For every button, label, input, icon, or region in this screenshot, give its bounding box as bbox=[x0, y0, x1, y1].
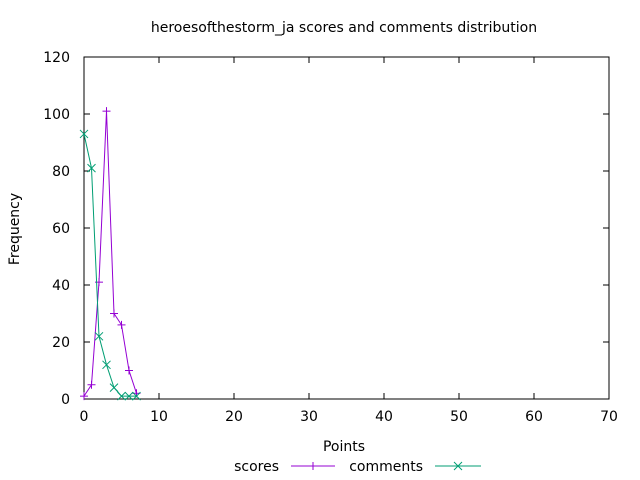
marker-stroke bbox=[132, 391, 141, 401]
marker-stroke bbox=[109, 383, 119, 392]
marker-stroke bbox=[453, 461, 463, 471]
y-tick-label: 20 bbox=[52, 335, 70, 351]
x-tick-label: 0 bbox=[80, 409, 89, 425]
marker-stroke bbox=[117, 391, 126, 401]
y-tick-label: 80 bbox=[52, 164, 70, 180]
marker-stroke bbox=[102, 360, 111, 370]
marker-stroke bbox=[87, 163, 96, 173]
x-tick-label: 30 bbox=[300, 409, 318, 425]
data-point-comments bbox=[109, 383, 119, 392]
x-axis-label: Points bbox=[323, 439, 365, 455]
data-point-comments bbox=[124, 391, 134, 401]
marker-stroke bbox=[94, 331, 104, 341]
series-line-scores bbox=[83, 111, 137, 397]
x-tick-label: 20 bbox=[225, 409, 243, 425]
y-tick-label: 120 bbox=[43, 50, 70, 66]
legend-label-comments: comments bbox=[349, 459, 423, 475]
x-tick-label: 70 bbox=[600, 409, 618, 425]
marker-stroke bbox=[79, 129, 89, 139]
y-axis-label: Frequency bbox=[7, 193, 23, 265]
data-point-scores bbox=[87, 380, 96, 389]
data-point-comments bbox=[79, 129, 89, 139]
axes: 0 10 20 30 40 50 60 70 0 20 40 60 80 100 120 bbox=[43, 50, 618, 425]
data-point-scores bbox=[125, 366, 133, 375]
y-tick-label: 0 bbox=[61, 392, 70, 408]
y-tick-label: 60 bbox=[52, 221, 70, 237]
data-point-comments bbox=[94, 331, 104, 341]
plot-frame bbox=[83, 56, 610, 400]
data-point-scores bbox=[110, 309, 118, 318]
data-point-comments bbox=[117, 391, 126, 401]
marker-stroke bbox=[124, 391, 134, 401]
legend-marker-comments bbox=[453, 461, 463, 471]
data-point-comments bbox=[132, 391, 141, 401]
chart-title: heroesofthestorm_ja scores and comments … bbox=[151, 20, 537, 36]
y-tick-label: 40 bbox=[52, 278, 70, 294]
legend-marker-scores bbox=[309, 462, 317, 470]
data-point-scores bbox=[117, 320, 126, 329]
x-tick-label: 50 bbox=[450, 409, 468, 425]
data-point-comments bbox=[87, 163, 96, 173]
x-tick-label: 60 bbox=[525, 409, 543, 425]
data-point-comments bbox=[102, 360, 111, 370]
data-point-scores bbox=[80, 392, 88, 401]
y-tick-label: 100 bbox=[43, 107, 70, 123]
x-tick-label: 40 bbox=[375, 409, 393, 425]
legend-label-scores: scores bbox=[234, 459, 279, 475]
x-tick-label: 10 bbox=[150, 409, 168, 425]
data-point-scores bbox=[102, 107, 111, 116]
series-layer bbox=[79, 107, 141, 401]
legend: scores comments bbox=[234, 459, 481, 475]
series-line-comments bbox=[83, 133, 137, 397]
